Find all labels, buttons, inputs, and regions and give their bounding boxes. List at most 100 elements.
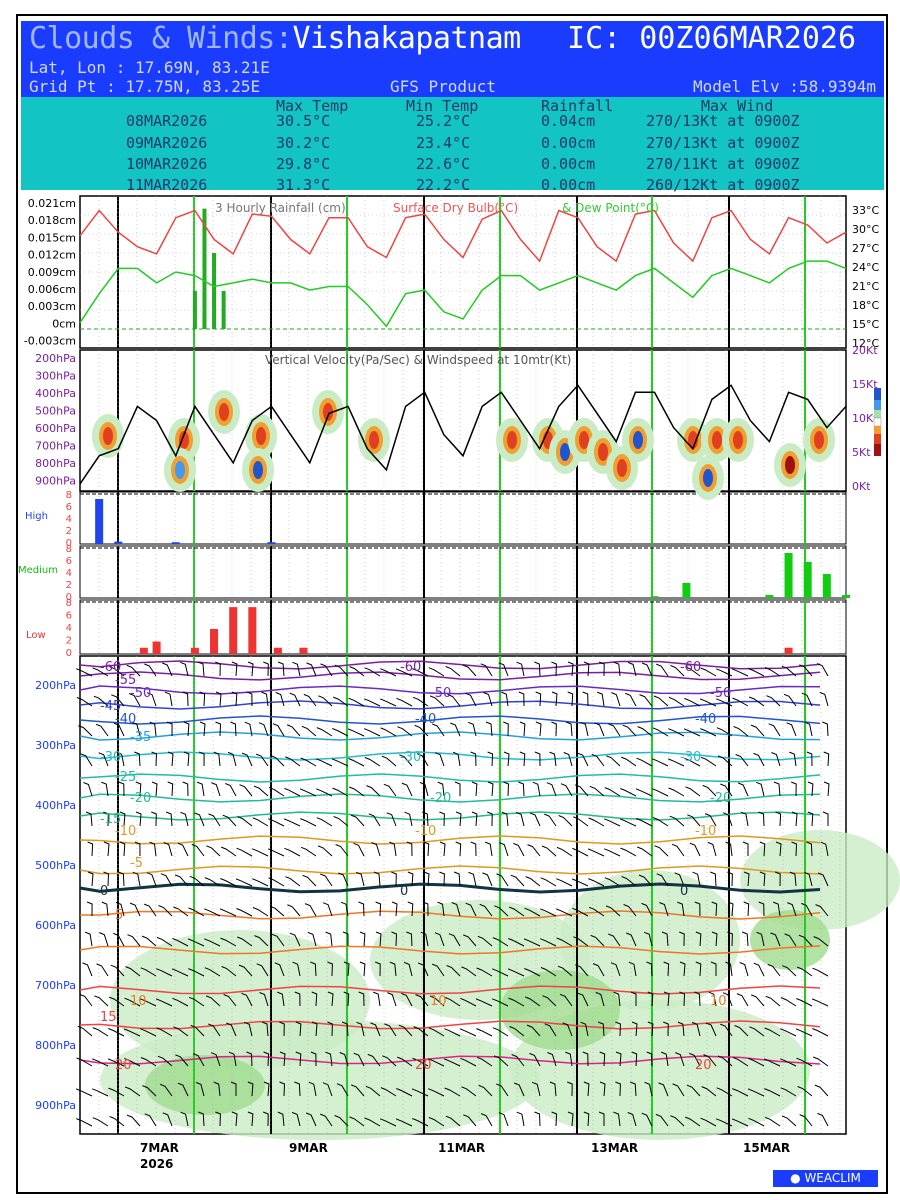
wind-barb — [509, 906, 525, 917]
wind-barb — [647, 1021, 654, 1037]
wind-barb — [434, 752, 445, 767]
wind-barb — [428, 1058, 445, 1067]
wind-barb — [158, 905, 173, 917]
wind-barb — [284, 847, 301, 857]
wind-barb — [247, 1111, 254, 1127]
wind-barb — [686, 1084, 701, 1097]
wind-barb — [311, 991, 318, 1007]
wind-barb — [359, 931, 366, 947]
wind-barb — [300, 846, 317, 857]
wind-barb — [556, 878, 573, 887]
vv-core — [175, 461, 185, 479]
wind-barb — [591, 753, 605, 767]
wind-barb — [630, 991, 637, 1006]
wind-barb — [615, 1081, 621, 1097]
isotherm-line — [79, 985, 821, 995]
wind-barb — [700, 756, 717, 767]
wind-barb — [144, 903, 157, 917]
wind-barb — [590, 934, 605, 947]
wind-barb — [756, 931, 765, 947]
wind-barb — [716, 668, 733, 677]
wind-barb — [227, 751, 237, 767]
wind-barb — [647, 991, 654, 1007]
temp-label: -60 — [400, 660, 421, 675]
wind-barb — [127, 934, 141, 947]
wind-barb — [797, 1086, 813, 1097]
cloud-tick: 6 — [66, 611, 72, 622]
wind-barb — [791, 841, 798, 857]
wind-barb — [332, 787, 349, 797]
axis-ticks: -60 -60 -60-55-50 -50 -50-45-40 -40 -40-35-30-… — [24, 197, 880, 1112]
temp-label: -30 — [400, 750, 421, 765]
pressure-tick: 800hPa — [35, 457, 76, 470]
wind-barb — [583, 661, 590, 677]
wind-barb — [140, 998, 157, 1007]
wind-barb — [373, 991, 381, 1007]
wind-barb — [353, 1052, 365, 1067]
wind-barb — [364, 698, 381, 707]
wind-barb — [725, 841, 733, 857]
row-rain: 0.04cm — [541, 112, 596, 130]
wind-barb — [444, 1058, 461, 1067]
wind-barb — [350, 814, 365, 827]
wind-barb — [630, 1081, 637, 1097]
wind-barb — [373, 871, 381, 887]
wind-barb — [164, 691, 173, 707]
wind-barb — [295, 1051, 302, 1067]
rain-tick: 0.003cm — [28, 300, 76, 313]
wind-barb — [428, 667, 445, 677]
wind-barb — [413, 1026, 429, 1037]
pressure-tick: 200hPa — [35, 352, 76, 365]
wind-barb — [387, 992, 397, 1007]
wind-barb — [236, 847, 253, 857]
wind-barb — [694, 991, 701, 1007]
wind-barb — [180, 661, 189, 677]
wind-barb — [775, 811, 782, 827]
cloud-tick: 4 — [66, 568, 72, 579]
wind-barb — [625, 692, 637, 707]
wind-barb — [151, 811, 157, 827]
wind-barb — [463, 1114, 477, 1127]
wind-barb — [144, 1113, 157, 1127]
wind-barb — [620, 788, 637, 797]
wind-barb — [87, 841, 94, 857]
wind-barb — [641, 1112, 653, 1127]
wind-barb — [542, 995, 557, 1007]
wind-barb — [573, 816, 589, 827]
wind-barb — [95, 723, 109, 737]
wind-barb — [641, 902, 653, 917]
wind-barb — [384, 1023, 397, 1037]
wind-barb — [720, 1023, 733, 1037]
wind-barb — [679, 991, 686, 1007]
wind-barb — [687, 814, 701, 827]
wind-barb — [493, 1055, 509, 1067]
temp-label: -50 — [430, 686, 451, 701]
wind-barb — [527, 844, 541, 857]
wind-barb — [689, 842, 701, 857]
wind-barb — [180, 811, 189, 827]
wind-barb — [123, 1028, 141, 1037]
wind-barb — [404, 811, 413, 827]
x-label-13mar: 13MAR — [591, 1141, 638, 1155]
wind-barb — [151, 751, 158, 767]
wind-barb — [101, 781, 109, 797]
wind-barb — [455, 841, 462, 857]
wind-barb — [727, 931, 733, 947]
wind-barb — [534, 1111, 541, 1127]
wind-barb — [197, 661, 205, 677]
temp-label: 15 — [100, 1010, 117, 1025]
cloud-tick: 4 — [66, 623, 72, 634]
wind-barb — [156, 936, 173, 947]
wind-barb — [399, 754, 413, 767]
wind-barb — [322, 902, 333, 917]
wind-barb — [732, 1056, 749, 1067]
vv-core — [507, 431, 517, 449]
wind-barb — [549, 1081, 557, 1097]
wind-barb — [167, 781, 174, 797]
wind-barb — [208, 813, 221, 827]
wind-barb — [289, 692, 301, 707]
wind-barb — [613, 1111, 621, 1127]
wind-barb — [656, 663, 669, 677]
cloud-tick: 6 — [66, 502, 72, 513]
wind-barb — [416, 753, 429, 767]
